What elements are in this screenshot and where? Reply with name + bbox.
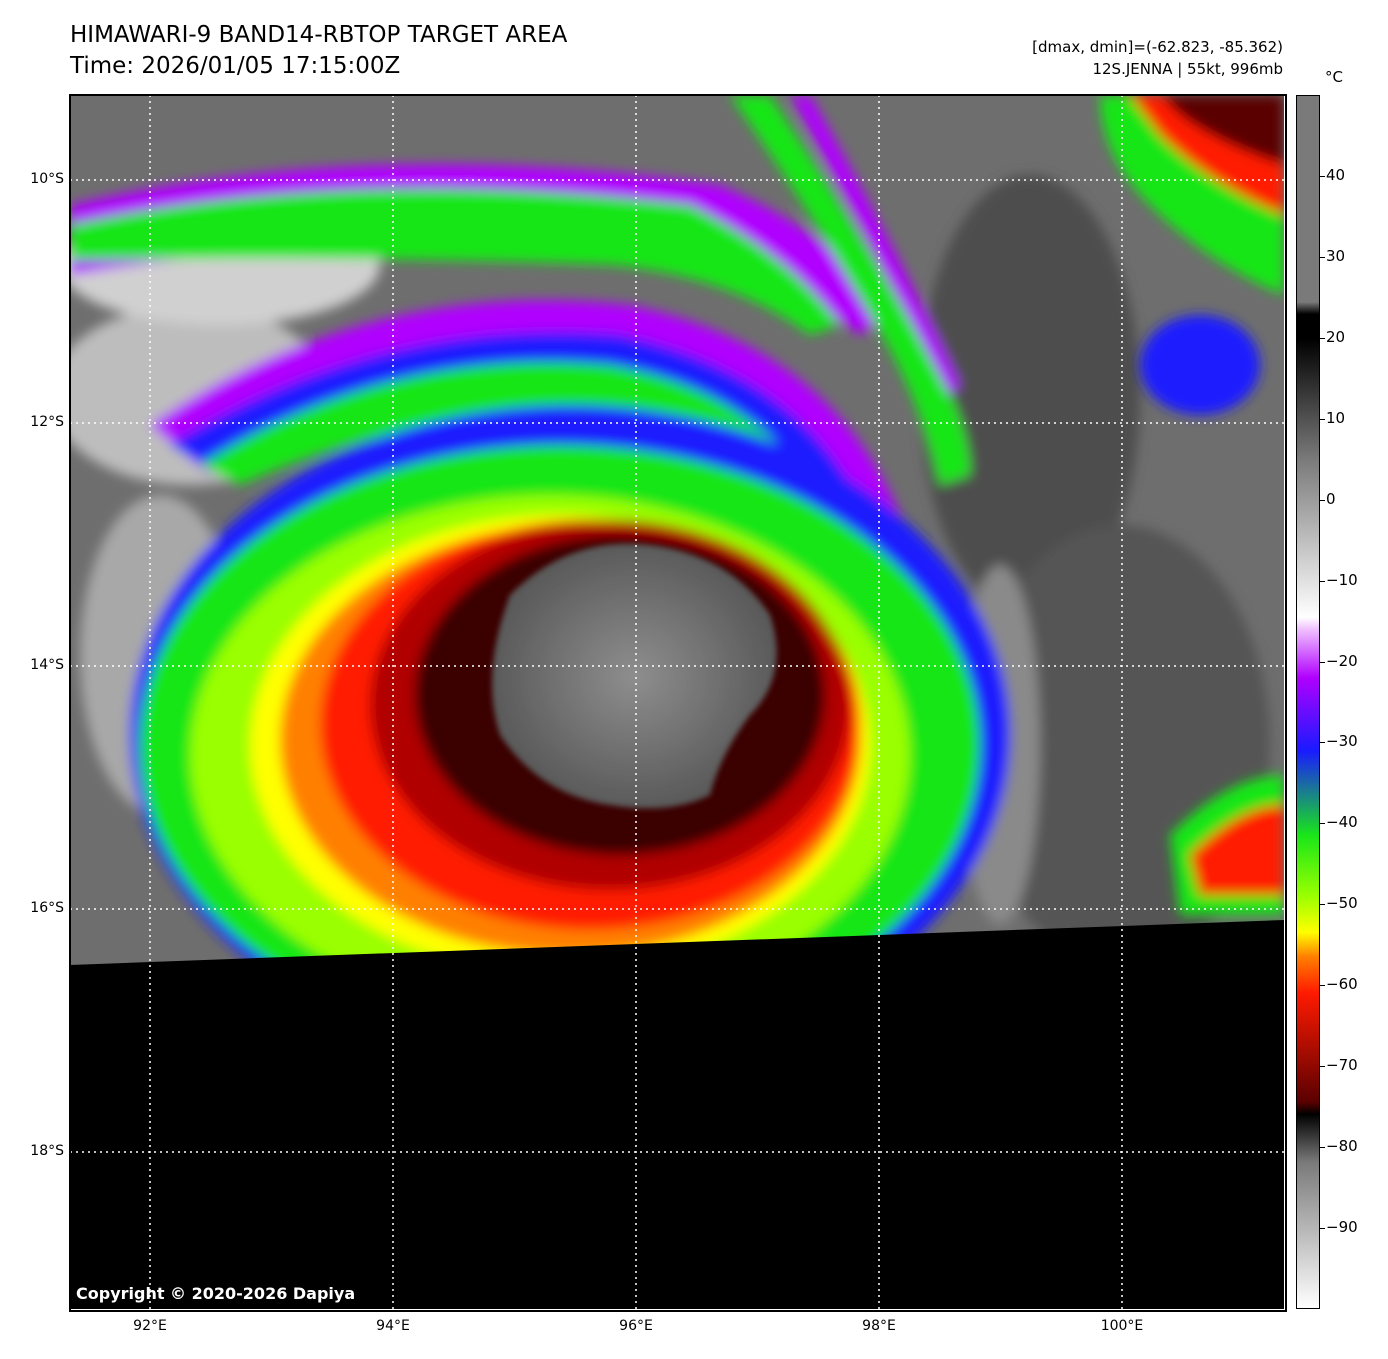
colorbar-tick-mark [1320,499,1325,501]
satellite-map [70,95,1284,1309]
lon-label-96e: 96°E [619,1318,653,1334]
colorbar-tick-mark [1320,175,1325,177]
colorbar [1296,95,1320,1309]
colorbar-tick-label: 10 [1326,408,1346,427]
colorbar-tick-mark [1320,1147,1325,1149]
colorbar-tick-mark [1320,1066,1325,1068]
lat-label-18s: 18°S [30,1143,64,1159]
lat-label-16s: 16°S [30,900,64,916]
colorbar-tick-mark [1320,742,1325,744]
colorbar-tick-label: 0 [1326,489,1336,508]
colorbar-tick-mark [1320,337,1325,339]
colorbar-tick-label: −50 [1326,894,1358,913]
colorbar-tick-label: −20 [1326,651,1358,670]
ne-cold-cell [1100,95,1284,915]
image-title: HIMAWARI-9 BAND14-RBTOP TARGET AREA [70,22,568,48]
colorbar-tick-mark [1320,1228,1325,1230]
colorbar-tick-mark [1320,580,1325,582]
no-data-area [70,920,1284,1309]
lat-label-10s: 10°S [30,171,64,187]
colorbar-tick-label: −70 [1326,1056,1358,1075]
image-timestamp: Time: 2026/01/05 17:15:00Z [70,53,401,79]
lon-label-100e: 100°E [1100,1318,1144,1334]
cold-core [492,543,777,809]
satellite-imagery [70,95,1284,1309]
lon-label-94e: 94°E [376,1318,410,1334]
colorbar-tick-mark [1320,904,1325,906]
colorbar-tick-label: −30 [1326,732,1358,751]
colorbar-tick-label: −80 [1326,1137,1358,1156]
colorbar-tick-mark [1320,661,1325,663]
colorbar-tick-mark [1320,418,1325,420]
colorbar-tick-label: 30 [1326,246,1346,265]
colorbar-tick-label: −40 [1326,813,1358,832]
copyright-notice: Copyright © 2020-2026 Dapiya [76,1284,356,1303]
dmax-dmin-readout: [dmax, dmin]=(-62.823, -85.362) [1032,38,1283,56]
lon-label-98e: 98°E [862,1318,896,1334]
lat-label-12s: 12°S [30,414,64,430]
colorbar-tick-label: −60 [1326,975,1358,994]
colorbar-tick-mark [1320,985,1325,987]
graticule [70,95,1284,1309]
colorbar-tick-label: −90 [1326,1218,1358,1237]
colorbar-unit: °C [1325,68,1343,86]
colorbar-tick-label: 20 [1326,327,1346,346]
colorbar-tick-label: 40 [1326,165,1346,184]
storm-info: 12S.JENNA | 55kt, 996mb [1092,60,1283,78]
lon-label-92e: 92°E [133,1318,167,1334]
colorbar-tick-label: −10 [1326,570,1358,589]
lat-label-14s: 14°S [30,657,64,673]
colorbar-tick-mark [1320,823,1325,825]
colorbar-tick-mark [1320,256,1325,258]
